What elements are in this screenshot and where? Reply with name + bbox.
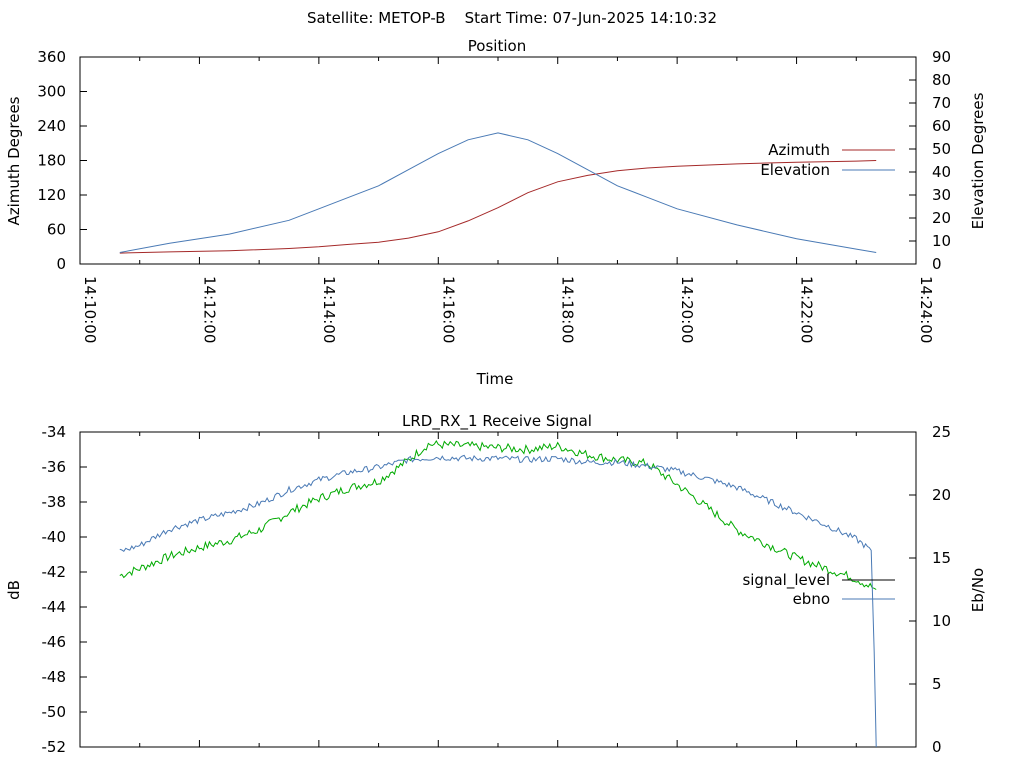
position-y2-tick-label: 20 <box>932 209 951 227</box>
signal-y2-tick-label: 10 <box>932 612 951 630</box>
position-y2-tick-label: 40 <box>932 163 951 181</box>
signal-y2-tick-label: 5 <box>932 675 942 693</box>
legend-label-elevation: Elevation <box>760 161 830 179</box>
position-y2-tick-label: 0 <box>932 255 942 273</box>
signal-y-tick-label: -46 <box>42 633 67 651</box>
position-y-axis-label: Azimuth Degrees <box>5 96 23 225</box>
page-title: Satellite: METOP-B Start Time: 07-Jun-20… <box>307 9 717 27</box>
signal-y2-tick-label: 25 <box>932 423 951 441</box>
legend-label-ebno: ebno <box>793 590 830 608</box>
signal-y-tick-label: -48 <box>42 668 67 686</box>
position-y2-tick-label: 30 <box>932 186 951 204</box>
position-y2-tick-label: 70 <box>932 94 951 112</box>
signal-y2-tick-label: 15 <box>932 549 951 567</box>
signal-y-tick-label: -52 <box>42 738 67 756</box>
position-x-tick-label: 14:10:00 <box>81 276 99 343</box>
position-chart-title: Position <box>468 37 526 55</box>
position-y2-axis-label: Elevation Degrees <box>969 92 987 229</box>
signal-y-tick-label: -44 <box>42 598 67 616</box>
signal-chart: LRD_RX_1 Receive Signal -34-36-38-40-42-… <box>5 412 987 756</box>
signal-y2-tick-label: 20 <box>932 486 951 504</box>
signal-y-tick-label: -50 <box>42 703 67 721</box>
legend-label-azimuth: Azimuth <box>768 141 830 159</box>
signal-series-line-ebno <box>119 454 877 748</box>
position-y2-tick-label: 60 <box>932 117 951 135</box>
position-x-tick-label: 14:12:00 <box>200 276 218 343</box>
signal-y2-tick-label: 0 <box>932 738 942 756</box>
signal-series <box>119 440 877 748</box>
signal-y-tick-label: -42 <box>42 563 67 581</box>
position-y2-tick-label: 10 <box>932 232 951 250</box>
signal-y2-axis-label: Eb/No <box>969 568 987 612</box>
position-series-line-azimuth <box>119 160 877 254</box>
position-x-tick-label: 14:22:00 <box>798 276 816 343</box>
signal-y-tick-label: -38 <box>42 493 67 511</box>
signal-y-tick-label: -40 <box>42 528 67 546</box>
position-x-tick-label: 14:20:00 <box>678 276 696 343</box>
signal-y-tick-label: -36 <box>42 458 67 476</box>
position-y2-tick-label: 50 <box>932 140 951 158</box>
position-y-tick-label: 300 <box>37 83 66 101</box>
position-y-tick-label: 240 <box>37 117 66 135</box>
signal-plot-frame <box>79 431 917 748</box>
signal-y-axis-label: dB <box>5 580 23 600</box>
signal-legend: signal_level ebno <box>742 571 895 608</box>
position-series-line-elevation <box>119 132 877 253</box>
position-y-tick-label: 360 <box>37 48 66 66</box>
position-x-tick-label: 14:16:00 <box>439 276 457 343</box>
position-y2-tick-label: 80 <box>932 71 951 89</box>
legend-label-signal-level: signal_level <box>742 571 830 590</box>
position-x-tick-label: 14:14:00 <box>320 276 338 343</box>
signal-series-line-signal-level <box>119 440 877 590</box>
position-y-tick-label: 120 <box>37 186 66 204</box>
signal-axes: -34 -36 -38 -40 -42 -44 -46 -48 -50 -52 0 5 10 15 20 25 <box>42 423 952 756</box>
signal-chart-title: LRD_RX_1 Receive Signal <box>402 412 592 431</box>
position-chart: Position 14:10:00 14:12:00 14:14:00 14:16:0… <box>5 37 987 388</box>
signal-y-tick-label: -34 <box>42 423 67 441</box>
position-y-tick-label: 180 <box>37 152 66 170</box>
position-y-tick-label: 0 <box>56 255 66 273</box>
position-legend: Azimuth Elevation <box>760 141 895 179</box>
position-series <box>119 132 877 254</box>
position-axes: 14:10:00 14:12:00 14:14:00 14:16:00 14:18:00… <box>37 48 951 343</box>
position-x-tick-label: 14:24:00 <box>917 276 935 343</box>
position-x-tick-label: 14:18:00 <box>559 276 577 343</box>
position-y-tick-label: 60 <box>47 221 66 239</box>
position-x-axis-label: Time <box>476 370 514 388</box>
position-y2-tick-label: 90 <box>932 48 951 66</box>
